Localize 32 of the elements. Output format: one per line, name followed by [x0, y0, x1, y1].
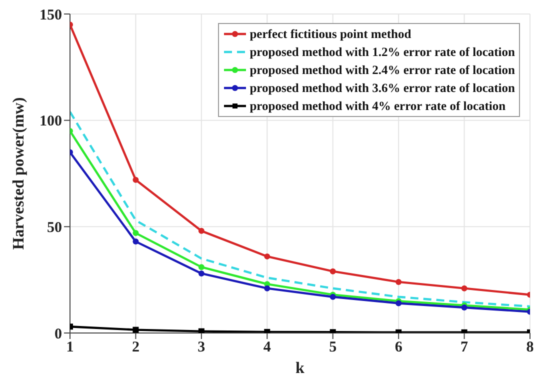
point — [198, 328, 204, 333]
legend-label: proposed method with 4% error rate of location — [250, 98, 506, 115]
x-tick-label: 5 — [329, 340, 337, 356]
point — [461, 285, 468, 292]
x-tick-label: 1 — [66, 340, 74, 356]
x-tick-label: 2 — [132, 340, 140, 356]
point — [132, 326, 139, 333]
y-axis-title: Harvested power(mw) — [10, 97, 28, 250]
y-tick-label: 50 — [47, 220, 62, 236]
y-tick-label: 100 — [40, 114, 62, 130]
legend-label: proposed method with 3.6% error rate of location — [250, 80, 515, 97]
point — [198, 264, 204, 270]
legend-label: proposed method with 2.4% error rate of location — [250, 62, 515, 79]
x-tick-label: 8 — [526, 340, 534, 356]
legend-label: proposed method with 1.2% error rate of location — [250, 44, 515, 61]
x-tick-label: 4 — [263, 340, 272, 356]
point — [330, 268, 336, 274]
point — [264, 285, 270, 292]
x-tick-label: 6 — [394, 340, 403, 356]
x-axis-title: k — [296, 360, 305, 377]
x-tick-label: 7 — [460, 340, 469, 356]
x-tick-label: 3 — [198, 340, 206, 356]
legend-label: perfect fictitious point method — [250, 26, 412, 43]
point — [198, 228, 204, 234]
point — [132, 238, 139, 245]
point — [396, 278, 402, 285]
point — [264, 253, 270, 260]
point — [132, 230, 139, 236]
point — [132, 176, 139, 183]
y-tick-label: 0 — [54, 326, 62, 342]
point — [198, 270, 204, 276]
y-tick-label: 150 — [40, 7, 62, 24]
